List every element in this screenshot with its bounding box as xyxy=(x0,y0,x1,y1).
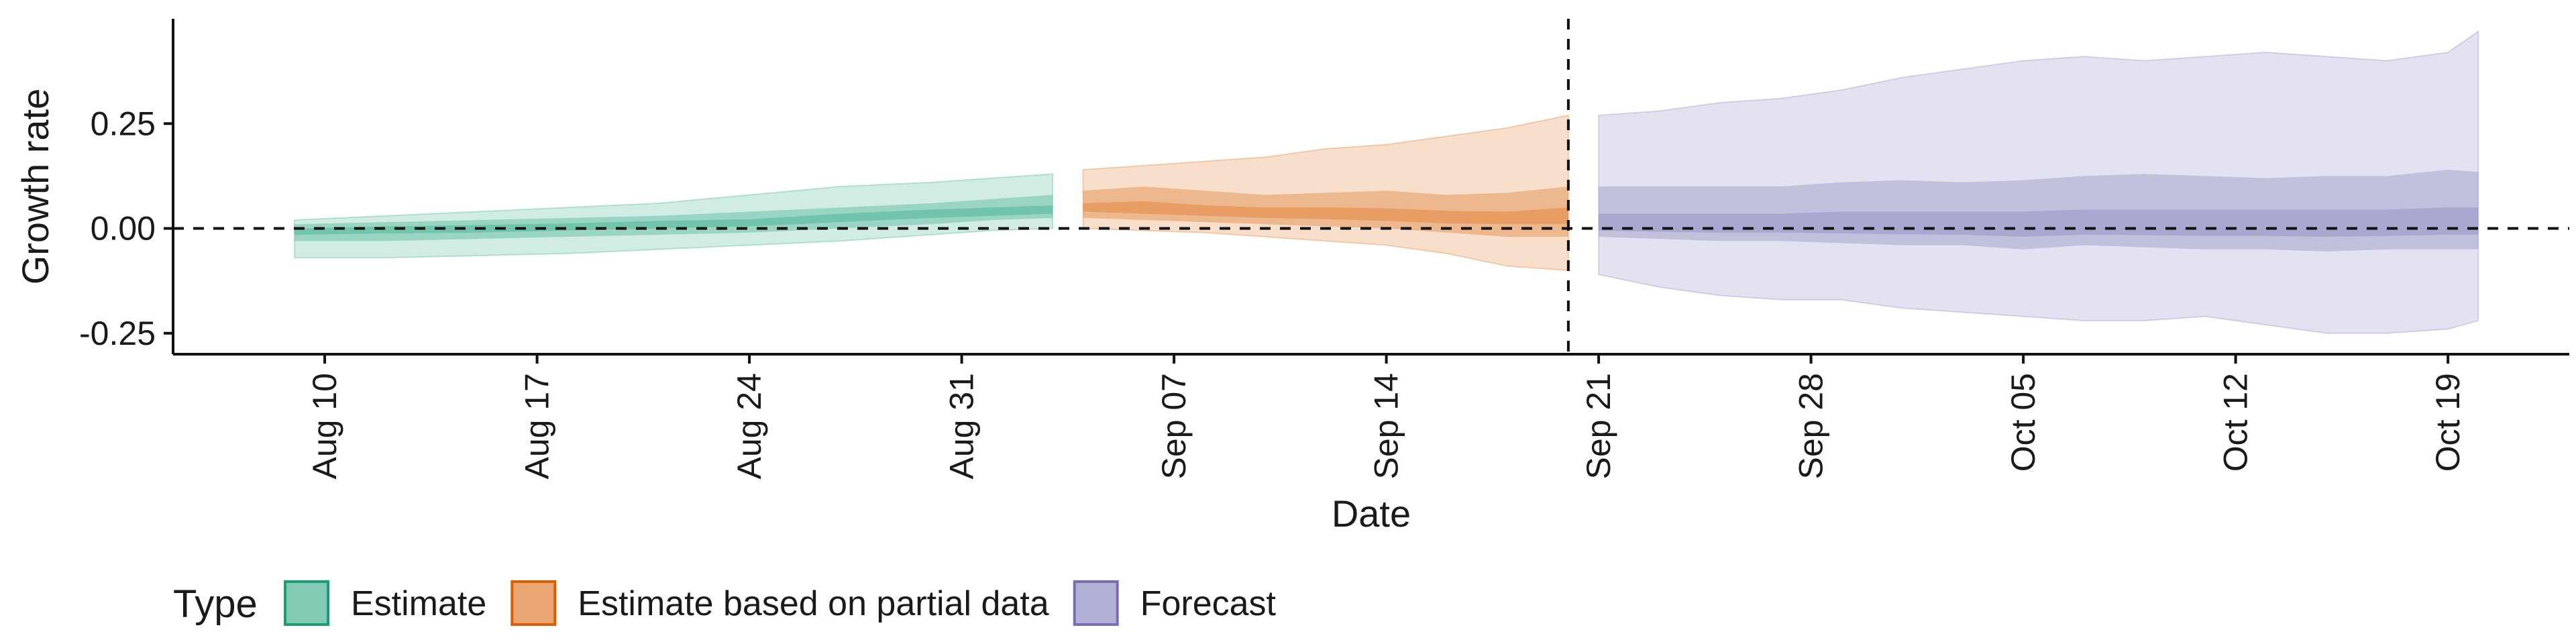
x-tick-label: Aug 10 xyxy=(306,373,343,479)
legend-swatch-partial xyxy=(511,580,557,626)
x-tick-label: Oct 05 xyxy=(2004,373,2042,472)
uncertainty-bands xyxy=(293,30,2479,334)
legend-label-estimate: Estimate xyxy=(351,584,486,623)
reference-lines xyxy=(173,19,2569,354)
x-tick-label: Oct 12 xyxy=(2217,373,2255,472)
band-forecast-middle xyxy=(1599,170,2479,252)
legend: Estimate Estimate based on partial data Fo… xyxy=(284,580,1277,626)
x-tick-label: Aug 24 xyxy=(731,373,768,479)
y-axis-title: Growth rate xyxy=(14,89,56,285)
legend-label-forecast: Forecast xyxy=(1140,584,1277,623)
band-partial-inner xyxy=(1083,201,1568,225)
band-estimate-outer xyxy=(293,173,1054,259)
band-partial-middle xyxy=(1083,186,1568,237)
x-tick-label: Aug 17 xyxy=(519,373,556,479)
x-tick-label: Sep 07 xyxy=(1155,373,1193,479)
y-tick-label: -0.25 xyxy=(79,315,156,352)
x-tick-label: Oct 19 xyxy=(2429,373,2467,472)
band-forecast-inner xyxy=(1599,207,2479,237)
legend-label-partial: Estimate based on partial data xyxy=(578,584,1049,623)
y-tick-label: 0.25 xyxy=(91,105,156,142)
x-tick-label: Aug 31 xyxy=(943,373,981,479)
legend-swatch-estimate xyxy=(284,580,329,626)
x-tick-label: Sep 21 xyxy=(1580,373,1617,479)
legend-title: Type xyxy=(173,582,258,626)
x-tick-label: Sep 28 xyxy=(1792,373,1830,479)
axes: 0.25 0.00 -0.25 Aug 10 Aug 17 Aug 24 Aug 31 Sep… xyxy=(79,19,2569,479)
legend-swatch-forecast xyxy=(1073,580,1119,626)
y-tick-label: 0.00 xyxy=(91,210,156,248)
x-tick-label: Sep 14 xyxy=(1368,373,1405,479)
band-forecast-outer xyxy=(1598,30,2479,334)
x-axis-title: Date xyxy=(1332,492,1411,535)
